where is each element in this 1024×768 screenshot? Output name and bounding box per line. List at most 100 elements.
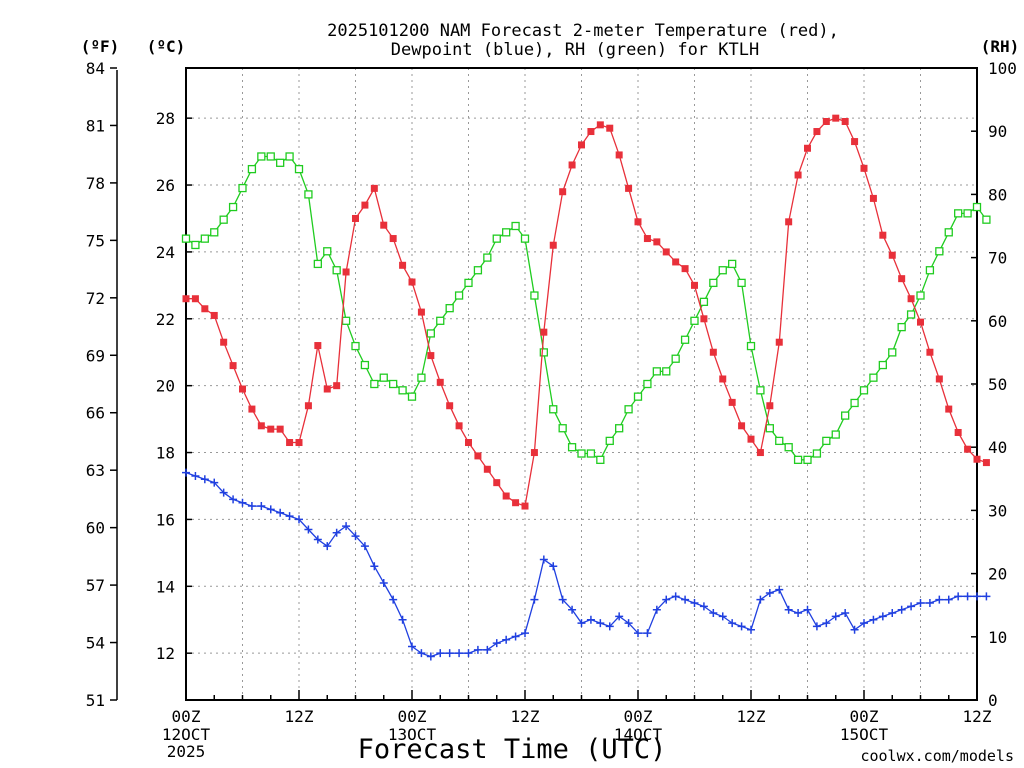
dewpoint-point bbox=[897, 605, 906, 614]
rh-point bbox=[822, 436, 831, 446]
dewpoint-point bbox=[756, 595, 765, 604]
celsius-tick-label: 26 bbox=[156, 176, 175, 195]
rh-tick-label: 60 bbox=[988, 312, 1007, 331]
temperature-point bbox=[709, 348, 717, 356]
chart-title-line2: Dewpoint (blue), RH (green) for KTLH bbox=[391, 40, 759, 60]
temperature-point bbox=[380, 221, 388, 229]
rh-tick-label: 20 bbox=[988, 565, 1007, 584]
temperature-point bbox=[427, 352, 435, 360]
dewpoint-point bbox=[822, 619, 831, 628]
fahrenheit-tick-label: 81 bbox=[86, 116, 105, 135]
dewpoint-point bbox=[888, 609, 897, 618]
dewpoint-point bbox=[831, 612, 840, 621]
dewpoint-point bbox=[521, 629, 529, 638]
rh-point bbox=[181, 234, 191, 243]
dewpoint-point bbox=[699, 602, 708, 611]
rh-point bbox=[247, 164, 257, 174]
temperature-point bbox=[530, 449, 538, 457]
dewpoint-point bbox=[229, 495, 238, 504]
rh-point bbox=[718, 266, 727, 275]
dewpoint-point bbox=[210, 478, 219, 487]
temperature-point bbox=[314, 342, 322, 350]
temperature-point bbox=[634, 218, 642, 226]
x-tick-year: 2025 bbox=[167, 742, 206, 761]
celsius-tick-label: 12 bbox=[156, 644, 175, 663]
dewpoint-point bbox=[464, 649, 473, 658]
temperature-point bbox=[493, 479, 501, 487]
dewpoint-series bbox=[182, 468, 991, 661]
dewpoint-point bbox=[925, 599, 934, 608]
rh-point bbox=[954, 209, 963, 218]
rh-point bbox=[643, 379, 652, 389]
temperature-point bbox=[408, 278, 416, 286]
rh-point bbox=[728, 259, 737, 269]
rh-point bbox=[925, 266, 935, 275]
rh-point bbox=[407, 392, 417, 401]
temperature-point bbox=[587, 128, 595, 136]
dewpoint-point bbox=[812, 622, 821, 631]
rh-point bbox=[454, 291, 464, 300]
temperature-point bbox=[201, 305, 209, 313]
dewpoint-point bbox=[954, 592, 963, 601]
dewpoint-point bbox=[671, 592, 680, 601]
temperature-point bbox=[521, 502, 529, 510]
dewpoint-point bbox=[718, 612, 727, 621]
rh-point bbox=[210, 228, 219, 237]
rh-point bbox=[304, 190, 313, 199]
dewpoint-point bbox=[963, 592, 972, 601]
temperature-point bbox=[756, 449, 764, 457]
rh-point bbox=[389, 379, 398, 389]
temperature-point bbox=[625, 184, 633, 192]
temperature-point bbox=[898, 275, 906, 283]
credit-link[interactable]: coolwx.com/models bbox=[860, 747, 1014, 765]
temperature-point bbox=[653, 238, 661, 246]
temperature-point bbox=[606, 124, 614, 132]
rh-point bbox=[257, 152, 266, 161]
temperature-point bbox=[935, 375, 943, 383]
rh-point bbox=[200, 234, 209, 243]
temperature-point bbox=[239, 385, 246, 393]
dewpoint-point bbox=[784, 605, 793, 614]
rh-point bbox=[436, 316, 445, 325]
temperature-point bbox=[540, 328, 548, 336]
dewpoint-point bbox=[426, 652, 435, 661]
dewpoint-point bbox=[615, 612, 624, 621]
fahrenheit-tick-label: 75 bbox=[86, 231, 105, 250]
temperature-point bbox=[220, 338, 228, 346]
dewpoint-point bbox=[323, 542, 332, 551]
dewpoint-point bbox=[342, 522, 351, 531]
rh-point bbox=[567, 443, 577, 452]
dewpoint-point bbox=[257, 502, 266, 511]
dewpoint-point bbox=[775, 585, 784, 594]
dewpoint-point bbox=[408, 642, 416, 651]
dewpoint-point bbox=[295, 515, 303, 524]
fahrenheit-tick-label: 72 bbox=[86, 289, 105, 308]
dewpoint-point bbox=[549, 562, 558, 571]
temperature-point bbox=[446, 402, 454, 410]
dewpoint-point bbox=[502, 635, 511, 644]
dewpoint-point bbox=[794, 609, 803, 618]
rh-point bbox=[483, 253, 492, 262]
temperature-point bbox=[257, 422, 265, 430]
dewpoint-point bbox=[944, 595, 953, 604]
temperature-point bbox=[719, 375, 727, 383]
rh-point bbox=[539, 348, 548, 357]
rh-point bbox=[549, 405, 558, 414]
dewpoint-point bbox=[473, 645, 482, 654]
dewpoint-point bbox=[596, 619, 605, 628]
temperature-point bbox=[982, 459, 990, 467]
x-tick-date: 12OCT bbox=[162, 725, 211, 744]
rh-point bbox=[219, 215, 228, 224]
rh-point bbox=[502, 228, 511, 237]
dewpoint-point bbox=[878, 612, 887, 621]
x-tick-label: 12Z bbox=[737, 707, 766, 726]
gridlines bbox=[186, 68, 977, 700]
dewpoint-point bbox=[916, 599, 925, 608]
temperature-point bbox=[672, 258, 680, 266]
temperature-point bbox=[512, 499, 520, 507]
dewpoint-point bbox=[530, 595, 539, 604]
dewpoint-point bbox=[558, 595, 567, 604]
temperature-point bbox=[417, 308, 425, 316]
rh-point bbox=[228, 202, 238, 212]
rh-point bbox=[520, 234, 530, 243]
